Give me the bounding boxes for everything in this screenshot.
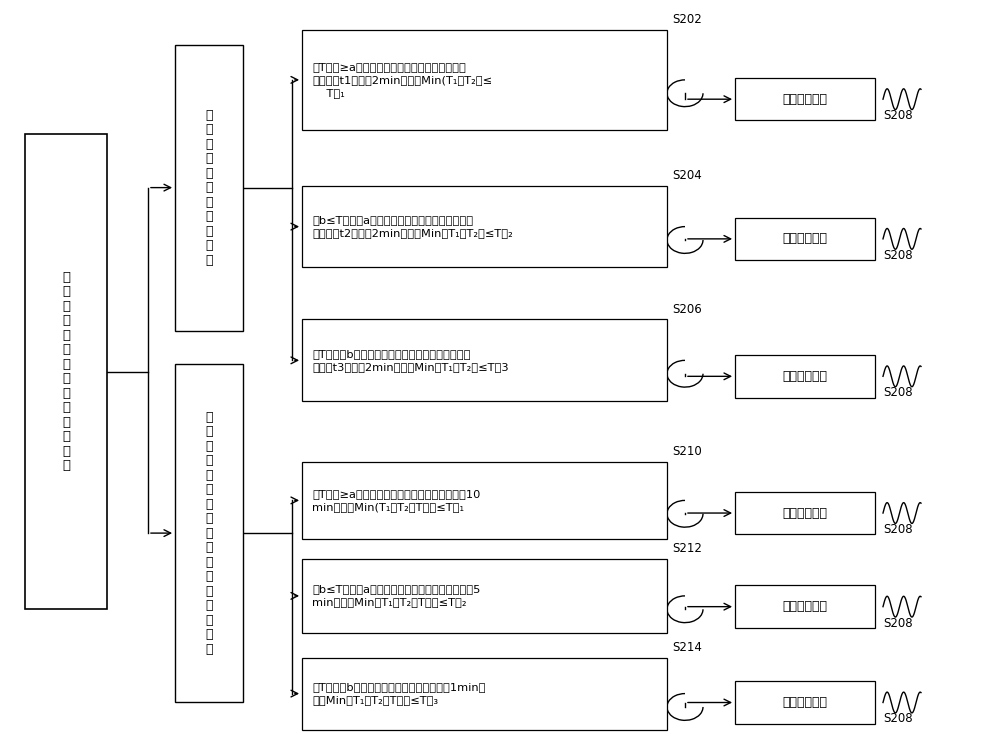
Bar — [302, 30, 667, 130]
Text: 进入化霜模式: 进入化霜模式 — [782, 600, 827, 613]
Text: 当b≤T环境＜a，整机运行在易结霜环境中，连续5
min检测到Min（T₁、T₂、T低）≤T设₂: 当b≤T环境＜a，整机运行在易结霜环境中，连续5 min检测到Min（T₁、T₂… — [312, 585, 480, 607]
Bar — [302, 658, 667, 730]
Text: S208: S208 — [883, 713, 913, 725]
Text: 二
个
感
温
包
与
一
个
低
压
传
感
器
检
测
方
案: 二 个 感 温 包 与 一 个 低 压 传 感 器 检 测 方 案 — [205, 411, 213, 655]
Bar — [302, 186, 667, 267]
Text: 当T环境≥a，整机运行在不易结霜环境中，运行
时间达到t1，连续2min检测到Min(T₁、T₂）≤
    T设₁: 当T环境≥a，整机运行在不易结霜环境中，运行 时间达到t1，连续2min检测到M… — [312, 62, 492, 97]
Text: 当T环境≥a，整机运行在不易结霜环境中，连续10
min检测到Min(T₁、T₂、T低）≤T设₁: 当T环境≥a，整机运行在不易结霜环境中，连续10 min检测到Min(T₁、T₂… — [312, 489, 480, 512]
Text: S210: S210 — [672, 446, 702, 458]
Bar — [735, 681, 875, 724]
Bar — [25, 134, 107, 609]
Bar — [735, 218, 875, 260]
Bar — [302, 462, 667, 539]
Text: 进入化霜模式: 进入化霜模式 — [782, 696, 827, 709]
Text: 当T环境＜b，整机运行在恶劣环境中，连续1min检
测到Min（T₁、T₂、T低）≤T设₃: 当T环境＜b，整机运行在恶劣环境中，连续1min检 测到Min（T₁、T₂、T低… — [312, 682, 486, 705]
Text: 当T环境＜b，整机运行在恶劣环境温度中，运行时
间达到t3，连续2min检测到Min（T₁、T₂）≤T设3: 当T环境＜b，整机运行在恶劣环境温度中，运行时 间达到t3，连续2min检测到M… — [312, 349, 509, 372]
Text: 进入化霜模式: 进入化霜模式 — [782, 93, 827, 106]
Bar — [175, 364, 243, 702]
Text: S208: S208 — [883, 249, 913, 262]
Text: S206: S206 — [672, 303, 702, 316]
Text: S204: S204 — [672, 169, 702, 182]
Bar — [735, 78, 875, 120]
Text: S208: S208 — [883, 386, 913, 399]
Text: S212: S212 — [672, 542, 702, 555]
Bar — [302, 559, 667, 633]
Text: 进入化霜模式: 进入化霜模式 — [782, 370, 827, 383]
Text: 进入化霜模式: 进入化霜模式 — [782, 507, 827, 519]
Bar — [175, 45, 243, 331]
Text: 二
个
感
温
包
同
时
检
测
方
案: 二 个 感 温 包 同 时 检 测 方 案 — [205, 108, 213, 267]
Text: S208: S208 — [883, 617, 913, 629]
Text: S214: S214 — [672, 641, 702, 654]
Text: 当b≤T环境＜a，整机运行在易结霜环境中，运行
时间达到t2，连续2min检测到Min（T₁、T₂）≤T设₂: 当b≤T环境＜a，整机运行在易结霜环境中，运行 时间达到t2，连续2min检测到… — [312, 215, 513, 238]
Text: S202: S202 — [672, 13, 702, 26]
Bar — [735, 585, 875, 628]
Text: 进入化霜模式: 进入化霜模式 — [782, 233, 827, 245]
Bar — [302, 319, 667, 401]
Bar — [735, 492, 875, 534]
Text: S208: S208 — [883, 109, 913, 122]
Text: S208: S208 — [883, 523, 913, 536]
Text: 机
组
正
常
制
热
运
行
进
入
化
霜
条
件: 机 组 正 常 制 热 运 行 进 入 化 霜 条 件 — [62, 270, 70, 473]
Bar — [735, 355, 875, 398]
